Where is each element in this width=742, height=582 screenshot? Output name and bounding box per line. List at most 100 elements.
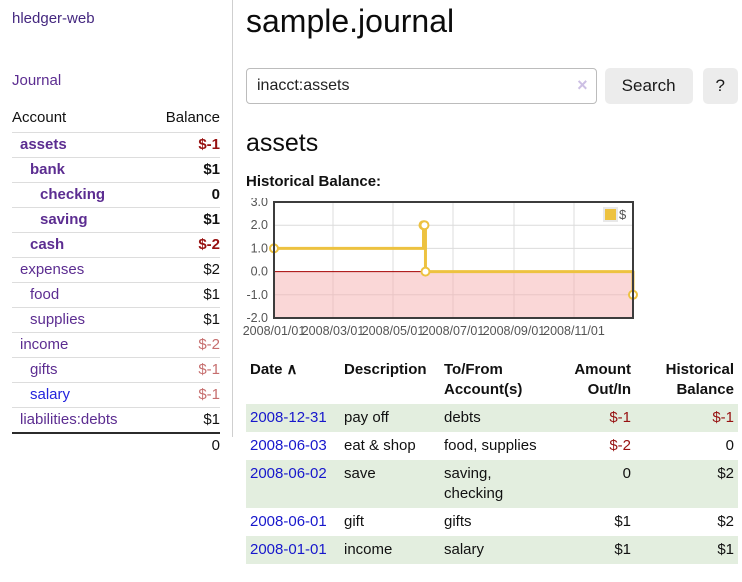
transaction-date-link[interactable]: 2008-01-01: [250, 541, 327, 558]
accounts-table-header: Account Balance: [12, 106, 220, 133]
register-header-balance: Historical Balance: [665, 361, 734, 398]
transaction-accounts: debts: [444, 409, 481, 426]
register-row: 2008-01-01 income salary $1 $1: [246, 536, 738, 564]
account-link-food[interactable]: food: [30, 286, 60, 303]
accounts-header-balance: Balance: [165, 109, 220, 126]
account-row-food: food $1: [12, 282, 220, 308]
transaction-amount: $-1: [609, 409, 631, 426]
transaction-date-link[interactable]: 2008-06-01: [250, 513, 327, 530]
account-row-gifts: gifts $-1: [12, 357, 220, 383]
transaction-accounts: salary: [444, 541, 485, 558]
account-row-expenses: expenses $2: [12, 257, 220, 283]
svg-text:-2.0: -2.0: [246, 311, 268, 325]
register-row: 2008-06-02 save saving, checking 0 $2: [246, 460, 738, 508]
account-heading: assets: [246, 129, 319, 157]
transaction-balance: $-1: [712, 409, 734, 426]
register-row: 2008-06-03 eat & shop food, supplies $-2…: [246, 432, 738, 460]
account-link-checking[interactable]: checking: [40, 186, 106, 203]
accounts-table: Account Balance assets $-1 bank $1 check…: [12, 106, 220, 458]
transaction-description: save: [344, 465, 376, 482]
register-header-amount: Amount Out/In: [574, 361, 631, 398]
page-title: sample.journal: [246, 3, 455, 39]
search-input[interactable]: [246, 68, 597, 104]
account-row-liabilities-debts: liabilities:debts $1: [12, 407, 220, 433]
svg-text:1.0: 1.0: [251, 241, 268, 255]
account-row-income: income $-2: [12, 332, 220, 358]
account-balance: $-1: [149, 382, 220, 408]
app-title-link[interactable]: hledger-web: [12, 10, 95, 27]
account-row-cash: cash $-2: [12, 232, 220, 258]
search-bar: × Search ?: [246, 68, 738, 104]
account-balance: $1: [149, 207, 220, 233]
account-row-bank: bank $1: [12, 157, 220, 183]
account-link-income[interactable]: income: [20, 336, 69, 353]
transaction-amount: $-2: [609, 437, 631, 454]
sidebar-item-journal[interactable]: Journal: [12, 72, 62, 89]
svg-text:3.0: 3.0: [251, 198, 268, 209]
main-content: sample.journal × Search ? assets Histori…: [243, 2, 738, 564]
account-balance: $-2: [149, 232, 220, 258]
account-row-saving: saving $1: [12, 207, 220, 233]
clear-search-icon[interactable]: ×: [577, 75, 588, 95]
svg-text:0.0: 0.0: [251, 265, 268, 279]
sidebar: hledger-web Journal Account Balance asse…: [0, 0, 233, 458]
register-header-date-label: Date: [250, 361, 283, 378]
transaction-accounts: saving, checking: [444, 465, 504, 502]
transaction-description: pay off: [344, 409, 389, 426]
transaction-description: income: [344, 541, 393, 558]
svg-text:2008/07/01: 2008/07/01: [422, 324, 485, 338]
account-link-expenses[interactable]: expenses: [20, 261, 85, 278]
account-row-assets: assets $-1: [12, 132, 220, 158]
register-table: Date ∧ Description To/From Account(s) Amo…: [246, 356, 738, 564]
chart-title: Historical Balance:: [246, 173, 382, 190]
svg-text:2008/05/01: 2008/05/01: [362, 324, 425, 338]
accounts-total-value: 0: [149, 432, 220, 458]
sort-ascending-icon: ∧: [286, 361, 298, 378]
account-link-saving[interactable]: saving: [40, 211, 88, 228]
svg-text:2008/11/01: 2008/11/01: [543, 324, 605, 338]
account-balance: $-1: [149, 357, 220, 383]
account-balance: $-1: [149, 132, 220, 158]
account-link-cash[interactable]: cash: [30, 236, 65, 253]
svg-text:2008/01/01: 2008/01/01: [243, 324, 306, 338]
register-header-date[interactable]: Date ∧: [246, 356, 340, 404]
help-button[interactable]: ?: [702, 68, 738, 104]
account-link-supplies[interactable]: supplies: [30, 311, 86, 328]
register-header-row: Date ∧ Description To/From Account(s) Amo…: [246, 356, 738, 404]
register-row: 2008-06-01 gift gifts $1 $2: [246, 508, 738, 536]
account-link-salary[interactable]: salary: [30, 386, 71, 403]
account-row-checking: checking 0: [12, 182, 220, 208]
transaction-accounts: gifts: [444, 513, 472, 530]
account-link-liabilities-debts[interactable]: liabilities:debts: [20, 411, 118, 428]
transaction-date-link[interactable]: 2008-06-03: [250, 437, 327, 454]
transaction-balance: $2: [717, 513, 734, 530]
account-balance: $1: [149, 407, 220, 433]
accounts-header-account: Account: [12, 109, 67, 126]
historical-balance-chart: 3.0 2.0 1.0 0.0 -1.0 -2.02008/01/012008/03/01…: [243, 198, 638, 338]
account-link-bank[interactable]: bank: [30, 161, 66, 178]
svg-text:-1.0: -1.0: [246, 288, 268, 302]
transaction-date-link[interactable]: 2008-12-31: [250, 409, 327, 426]
svg-text:2.0: 2.0: [251, 218, 268, 232]
account-link-gifts[interactable]: gifts: [30, 361, 58, 378]
transaction-balance: 0: [725, 437, 734, 454]
transaction-date-link[interactable]: 2008-06-02: [250, 465, 327, 482]
register-header-description: Description: [344, 361, 427, 378]
svg-text:2008/09/01: 2008/09/01: [483, 324, 546, 338]
svg-text:$: $: [619, 207, 627, 222]
account-row-salary: salary $-1: [12, 382, 220, 408]
transaction-amount: $1: [614, 541, 631, 558]
accounts-total-row: 0: [12, 432, 220, 458]
transaction-amount: 0: [622, 465, 631, 482]
search-button[interactable]: Search: [604, 68, 693, 104]
account-balance: 0: [149, 182, 220, 208]
account-balance: $-2: [149, 332, 220, 358]
transaction-accounts: food, supplies: [444, 437, 537, 454]
transaction-balance: $1: [717, 541, 734, 558]
transaction-description: eat & shop: [344, 437, 416, 454]
transaction-amount: $1: [614, 513, 631, 530]
account-balance: $1: [149, 282, 220, 308]
account-link-assets[interactable]: assets: [20, 136, 67, 153]
svg-text:2008/03/01: 2008/03/01: [302, 324, 365, 338]
